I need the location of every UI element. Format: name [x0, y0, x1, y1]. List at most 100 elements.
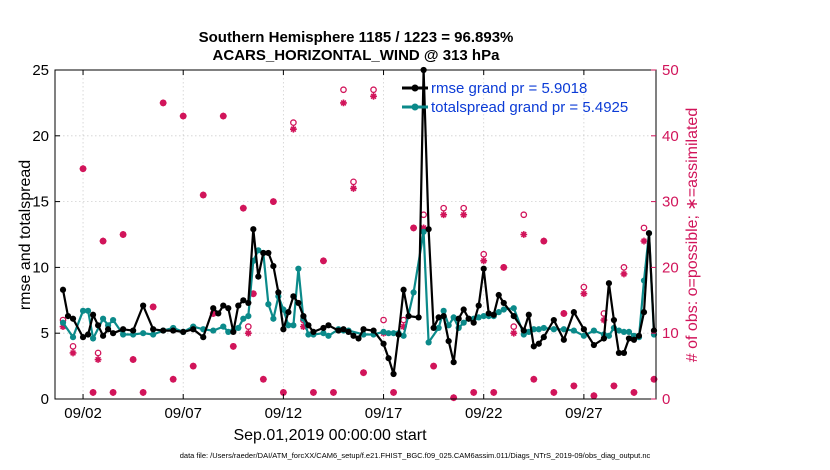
rmse-point	[465, 315, 472, 322]
x-tick-label: 09/22	[465, 405, 503, 422]
obs-assimilated-marker	[249, 290, 257, 298]
legend-spread-label: totalspread grand pr = 5.4925	[431, 99, 628, 116]
totalspread-point	[580, 332, 587, 339]
y-right-tick-label: 0	[662, 391, 670, 408]
totalspread-point	[325, 332, 332, 339]
obs-assimilated-marker	[340, 99, 347, 107]
obs-assimilated-marker	[279, 389, 287, 396]
obs-assimilated-marker	[159, 99, 167, 107]
rmse-point	[210, 305, 217, 312]
totalspread-point	[625, 328, 633, 335]
rmse-point	[335, 327, 342, 334]
totalspread-point	[235, 324, 242, 332]
rmse-point	[580, 326, 587, 333]
rmse-point	[64, 312, 72, 320]
totalspread-point	[240, 315, 247, 322]
totalspread-point	[285, 322, 292, 329]
y-left-tick-label: 15	[32, 194, 49, 211]
rmse-point	[390, 370, 397, 378]
totalspread-point	[305, 331, 312, 338]
totalspread-point	[120, 331, 127, 338]
totalspread-point	[620, 328, 628, 335]
obs-possible-marker	[640, 224, 648, 232]
obs-assimilated-marker	[520, 231, 528, 238]
obs-assimilated-marker	[244, 329, 252, 337]
y-left-tick-label: 25	[32, 62, 49, 79]
rmse-point	[560, 336, 567, 343]
obs-assimilated-marker	[640, 237, 648, 245]
rmse-point	[405, 312, 412, 320]
rmse-point	[510, 312, 517, 320]
totalspread-point	[150, 331, 157, 338]
totalspread-point	[69, 334, 77, 341]
rmse-point	[305, 322, 312, 329]
totalspread-point	[295, 265, 302, 272]
rmse-point	[455, 315, 462, 322]
rmse-point	[460, 306, 467, 313]
rmse-point	[445, 337, 452, 345]
rmse-point	[415, 314, 422, 321]
obs-possible-marker	[380, 316, 387, 324]
obs-assimilated-marker	[94, 356, 102, 363]
obs-assimilated-marker	[600, 316, 608, 324]
rmse-point	[225, 305, 232, 312]
rmse-point	[275, 289, 282, 296]
rmse-point	[570, 309, 577, 316]
rmse-point	[395, 331, 402, 338]
totalspread-point	[560, 326, 567, 333]
obs-assimilated-marker	[129, 356, 137, 363]
rmse-point	[605, 280, 613, 287]
totalspread-point	[605, 332, 613, 339]
rmse-point	[370, 327, 377, 334]
y-right-tick-label: 10	[662, 325, 679, 342]
rmse-point	[245, 299, 252, 307]
y-left-tick-label: 20	[32, 128, 49, 145]
rmse-point	[109, 330, 117, 337]
rmse-point	[425, 226, 432, 233]
obs-assimilated-marker	[490, 389, 498, 396]
obs-assimilated-marker	[580, 290, 588, 298]
totalspread-point	[410, 289, 417, 296]
obs-possible-marker	[290, 119, 297, 126]
rmse-point	[620, 349, 628, 357]
rmse-point	[94, 322, 102, 329]
rmse-point	[530, 343, 537, 350]
legend-rmse-label: rmse grand pr = 5.9018	[431, 80, 587, 97]
totalspread-point	[265, 301, 272, 308]
obs-assimilated-marker	[560, 310, 568, 317]
totalspread-point	[59, 319, 67, 326]
obs-assimilated-marker	[149, 303, 157, 311]
obs-assimilated-marker	[460, 211, 468, 219]
obs-assimilated-marker	[410, 224, 417, 232]
rmse-point	[59, 286, 67, 293]
rmse-point	[355, 335, 362, 342]
totalspread-point	[435, 324, 442, 332]
totalspread-point	[500, 306, 507, 313]
rmse-point	[430, 324, 437, 332]
rmse-point	[104, 326, 112, 333]
rmse-point	[490, 311, 497, 318]
y-left-tick-label: 10	[32, 259, 49, 276]
rmse-point	[89, 311, 97, 318]
totalspread-point	[245, 312, 252, 320]
legend-rmse-marker	[411, 84, 419, 92]
rmse-point	[615, 349, 623, 357]
obs-assimilated-marker	[310, 389, 317, 396]
rmse-point	[170, 327, 177, 334]
rmse-point	[69, 315, 77, 322]
obs-possible-marker	[350, 178, 357, 186]
totalspread-point	[140, 330, 147, 337]
obs-assimilated-marker	[500, 264, 508, 271]
rmse-point	[140, 302, 147, 309]
obs-assimilated-marker	[480, 257, 488, 265]
obs-assimilated-marker	[390, 389, 397, 396]
totalspread-point	[400, 332, 407, 339]
rmse-point	[470, 319, 477, 326]
obs-assimilated-marker	[300, 323, 307, 331]
y-left-tick-label: 5	[41, 325, 49, 342]
rmse-point	[630, 336, 638, 343]
rmse-point	[120, 326, 127, 333]
obs-assimilated-marker	[620, 270, 628, 278]
totalspread-point	[480, 312, 487, 320]
rmse-point	[84, 331, 92, 338]
